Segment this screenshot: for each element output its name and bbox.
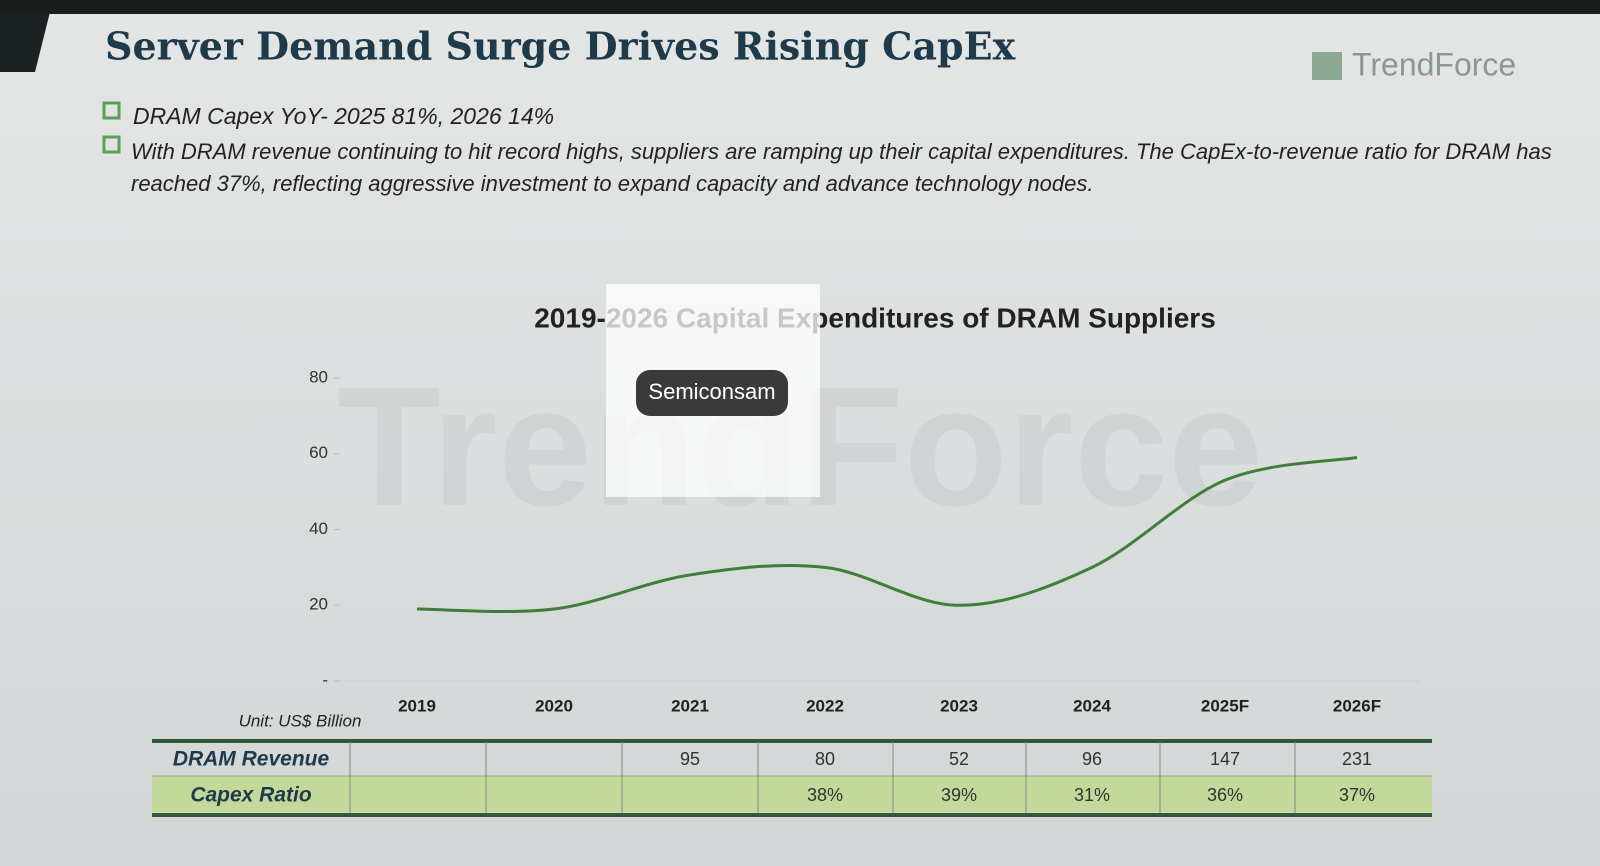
- watermark-badge: Semiconsam: [606, 284, 820, 497]
- watermark-pill: [636, 370, 788, 416]
- y-tick-label: 40: [309, 519, 328, 538]
- x-tick-label: 2026F: [1333, 696, 1381, 715]
- x-tick-label: 2020: [535, 696, 573, 715]
- table-row-bg: [152, 776, 1432, 812]
- x-tick-label: 2023: [940, 696, 978, 715]
- y-tick-label: 80: [309, 367, 328, 386]
- table-cell: 38%: [807, 785, 843, 805]
- x-tick-label: 2022: [806, 696, 844, 715]
- logo-icon: [1312, 52, 1342, 80]
- top-band: [0, 0, 1600, 14]
- table-cell: 80: [815, 749, 835, 769]
- y-tick-label: -: [322, 670, 328, 689]
- table-cell: 96: [1082, 749, 1102, 769]
- bullet: DRAM Capex YoY- 2025 81%, 2026 14%: [133, 103, 554, 129]
- table-cell: 95: [680, 749, 700, 769]
- table-cell: 39%: [941, 785, 977, 805]
- table-cell: 36%: [1207, 785, 1243, 805]
- bullet-box: [102, 101, 121, 120]
- corner-mark: [0, 12, 50, 72]
- unit-note: Unit: US$ Billion: [239, 711, 362, 730]
- bullet-wrap: With DRAM revenue continuing to hit reco…: [131, 139, 1552, 196]
- y-tick-label: 20: [309, 595, 328, 614]
- bullet-box: [102, 135, 121, 154]
- y-tick-label: 60: [309, 443, 328, 462]
- series-line: [416, 456, 1358, 614]
- bullet: With DRAM revenue continuing to hit reco…: [131, 139, 1552, 196]
- slide-title: Server Demand Surge Drives Rising CapEx: [105, 24, 1016, 69]
- x-tick-label: 2021: [671, 696, 709, 715]
- row-label: DRAM Revenue: [173, 748, 330, 771]
- table-cell: 37%: [1339, 785, 1375, 805]
- row-label: Capex Ratio: [190, 784, 312, 807]
- logo: TrendForce: [1352, 46, 1516, 82]
- watermark-text: Semiconsam: [648, 379, 775, 404]
- table-cell: 31%: [1074, 785, 1110, 805]
- table-cell: 147: [1210, 749, 1240, 769]
- x-tick-label: 2024: [1073, 696, 1111, 715]
- table-cell: 231: [1342, 749, 1372, 769]
- x-tick-label: 2019: [398, 696, 436, 715]
- table-cell: 52: [949, 749, 969, 769]
- x-tick-label: 2025F: [1201, 696, 1249, 715]
